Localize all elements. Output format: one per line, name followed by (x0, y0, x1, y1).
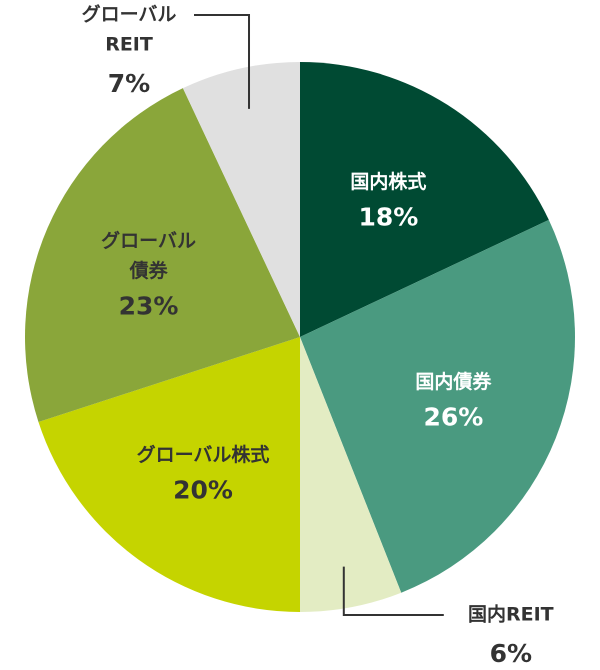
slice-label: 国内債券 (415, 370, 492, 393)
value-label: 20% (173, 475, 233, 504)
pie-slice (300, 337, 402, 612)
slice-label: グローバル (82, 3, 177, 26)
value-label: 6% (490, 639, 532, 668)
pie-slice (182, 62, 300, 337)
pie-slice (300, 62, 549, 337)
slice-label: 国内REIT (468, 603, 554, 626)
slice-label: REIT (105, 34, 153, 56)
slice-label: グローバル株式 (137, 443, 270, 466)
slice-label: 債券 (129, 259, 169, 282)
value-label: 18% (358, 203, 418, 232)
slice-label: グローバル (101, 229, 196, 252)
slice-label: 国内株式 (350, 170, 426, 193)
value-label: 26% (423, 403, 483, 432)
leader-line (194, 14, 251, 109)
pie-slice (300, 219, 576, 593)
pie-slice (38, 337, 300, 612)
value-label: 23% (119, 291, 179, 320)
leader-line (342, 566, 444, 616)
value-label: 7% (108, 69, 150, 98)
pie-slice (24, 88, 300, 422)
